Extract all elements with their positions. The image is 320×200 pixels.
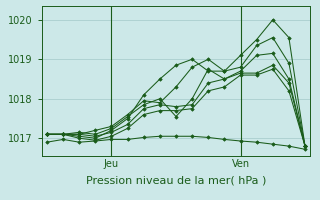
Text: Jeu: Jeu: [104, 159, 119, 169]
X-axis label: Pression niveau de la mer( hPa ): Pression niveau de la mer( hPa ): [86, 175, 266, 185]
Text: Ven: Ven: [231, 159, 250, 169]
